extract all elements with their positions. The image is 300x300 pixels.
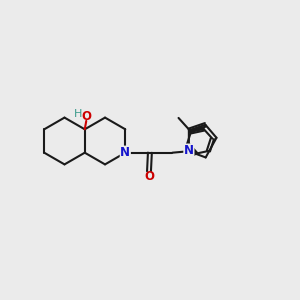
- Text: O: O: [82, 110, 92, 123]
- Text: N: N: [120, 146, 130, 159]
- Text: N: N: [184, 144, 194, 157]
- Text: H: H: [74, 109, 82, 119]
- Text: O: O: [144, 169, 154, 183]
